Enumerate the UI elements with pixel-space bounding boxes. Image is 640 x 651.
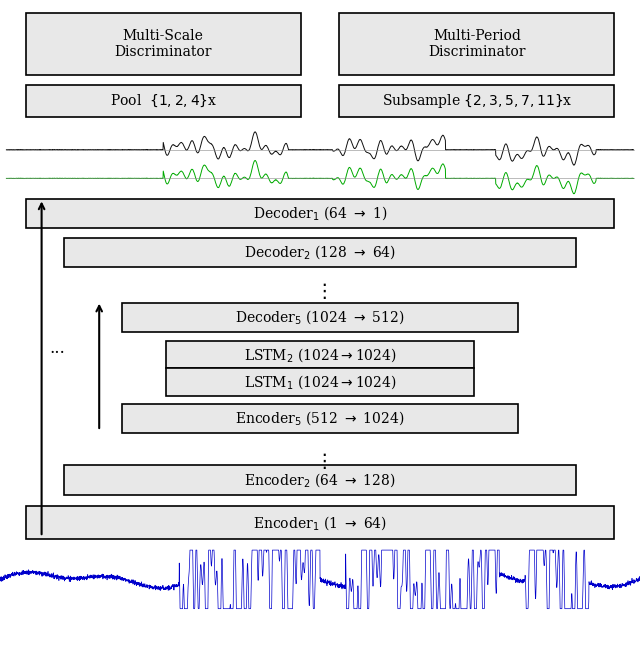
FancyBboxPatch shape <box>122 303 518 332</box>
Text: Subsample $\{2,3,5,7,11\}$x: Subsample $\{2,3,5,7,11\}$x <box>381 92 572 110</box>
Text: $\vdots$: $\vdots$ <box>314 451 326 471</box>
FancyBboxPatch shape <box>26 506 614 539</box>
Text: Pool  $\{1,2,4\}$x: Pool $\{1,2,4\}$x <box>109 92 217 109</box>
Text: Decoder$_2$ (128 $\rightarrow$ 64): Decoder$_2$ (128 $\rightarrow$ 64) <box>244 243 396 261</box>
Text: LSTM$_1$ (1024$\rightarrow$1024): LSTM$_1$ (1024$\rightarrow$1024) <box>244 373 396 391</box>
FancyBboxPatch shape <box>26 13 301 75</box>
Text: LSTM$_2$ (1024$\rightarrow$1024): LSTM$_2$ (1024$\rightarrow$1024) <box>244 346 396 364</box>
FancyBboxPatch shape <box>166 368 474 396</box>
FancyBboxPatch shape <box>166 341 474 368</box>
Text: $\vdots$: $\vdots$ <box>314 281 326 301</box>
FancyBboxPatch shape <box>122 404 518 433</box>
Text: Encoder$_2$ (64 $\rightarrow$ 128): Encoder$_2$ (64 $\rightarrow$ 128) <box>244 471 396 489</box>
Text: Multi-Period
Discriminator: Multi-Period Discriminator <box>428 29 525 59</box>
FancyBboxPatch shape <box>64 238 576 267</box>
Text: ...: ... <box>50 340 65 357</box>
Text: Encoder$_5$ (512 $\rightarrow$ 1024): Encoder$_5$ (512 $\rightarrow$ 1024) <box>236 409 404 427</box>
Text: Decoder$_5$ (1024 $\rightarrow$ 512): Decoder$_5$ (1024 $\rightarrow$ 512) <box>235 309 405 326</box>
Text: Encoder$_1$ (1 $\rightarrow$ 64): Encoder$_1$ (1 $\rightarrow$ 64) <box>253 514 387 532</box>
FancyBboxPatch shape <box>26 85 301 117</box>
FancyBboxPatch shape <box>339 85 614 117</box>
FancyBboxPatch shape <box>26 199 614 228</box>
FancyBboxPatch shape <box>64 465 576 495</box>
FancyBboxPatch shape <box>339 13 614 75</box>
Text: Decoder$_1$ (64 $\rightarrow$ 1): Decoder$_1$ (64 $\rightarrow$ 1) <box>253 204 387 222</box>
Text: Multi-Scale
Discriminator: Multi-Scale Discriminator <box>115 29 212 59</box>
